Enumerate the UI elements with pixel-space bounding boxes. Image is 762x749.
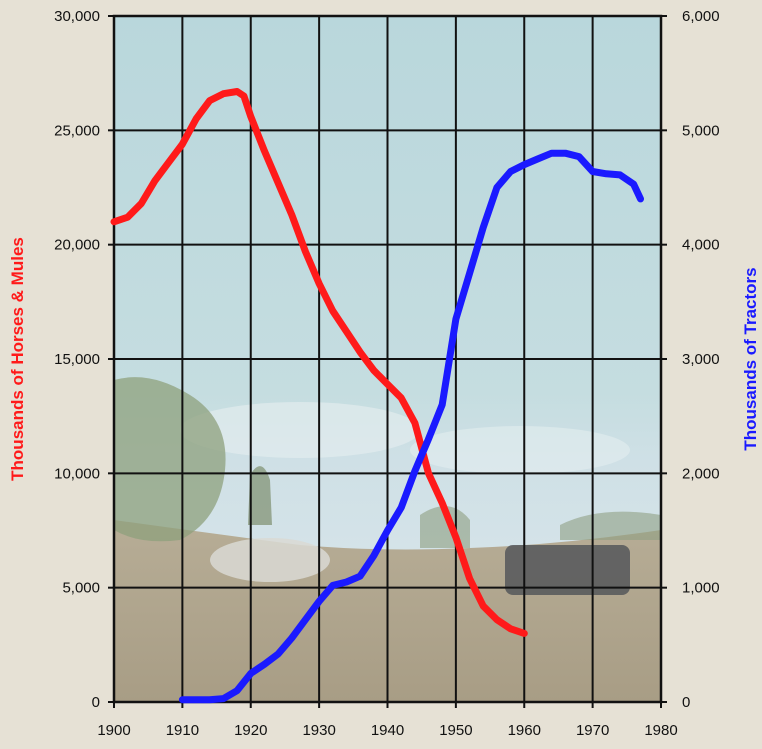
x-tick-label: 1950 xyxy=(439,722,472,739)
y-left-tick-label: 5,000 xyxy=(62,580,100,597)
plot-frame xyxy=(112,14,663,704)
series-layer xyxy=(110,88,644,704)
y-right-tick-label: 5,000 xyxy=(682,122,720,139)
x-tick-label: 1960 xyxy=(508,722,541,739)
axes-labels: 1900 1910 1920 1930 1940 1950 1960 1970 1980 0 5,0… xyxy=(8,8,760,739)
y-right-tick-label: 1,000 xyxy=(682,580,720,597)
tractors-series-line xyxy=(178,149,644,704)
grid xyxy=(108,14,667,708)
y-left-tick-label: 30,000 xyxy=(54,8,100,25)
x-tick-label: 1920 xyxy=(234,722,267,739)
y-right-tick-label: 4,000 xyxy=(682,237,720,254)
x-tick-label: 1970 xyxy=(576,722,609,739)
y-right-tick-label: 6,000 xyxy=(682,8,720,25)
y-right-tick-label: 0 xyxy=(682,694,690,711)
x-tick-label: 1930 xyxy=(302,722,335,739)
y-left-tick-label: 0 xyxy=(92,694,100,711)
x-tick-label: 1940 xyxy=(371,722,404,739)
y-left-tick-label: 15,000 xyxy=(54,351,100,368)
x-tick-label: 1900 xyxy=(97,722,130,739)
x-tick-label: 1910 xyxy=(166,722,199,739)
y-left-tick-label: 20,000 xyxy=(54,237,100,254)
y-left-tick-label: 25,000 xyxy=(54,122,100,139)
x-tick-label: 1980 xyxy=(644,722,677,739)
y-left-tick-label: 10,000 xyxy=(54,465,100,482)
horses-mules-series-line xyxy=(110,88,528,637)
y-right-axis-label: Thousands of Tractors xyxy=(741,267,760,450)
y-right-tick-label: 2,000 xyxy=(682,465,720,482)
y-left-axis-label: Thousands of Horses & Mules xyxy=(8,237,27,481)
y-right-tick-label: 3,000 xyxy=(682,351,720,368)
